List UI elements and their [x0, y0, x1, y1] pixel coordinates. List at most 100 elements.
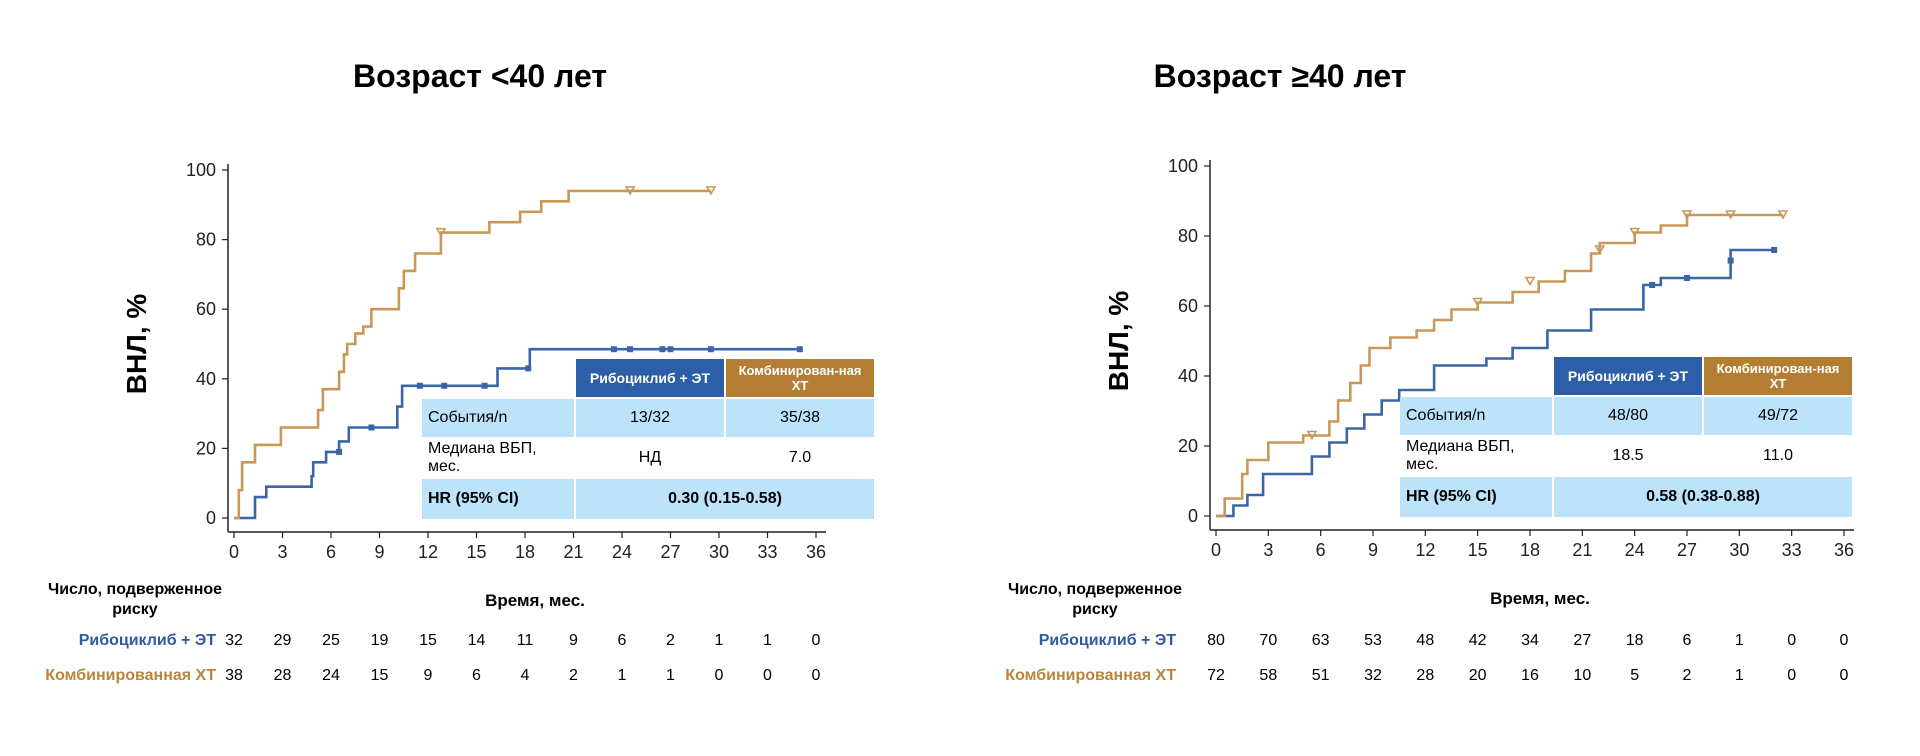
x-tick-label: 0 [229, 542, 239, 562]
x-tick-label: 24 [612, 542, 632, 562]
at-risk-value-ribo: 42 [1468, 632, 1487, 649]
censor-mark [707, 346, 714, 353]
x-tick-label: 27 [660, 542, 680, 562]
at-risk-value-combo: 0 [1839, 667, 1849, 684]
at-risk-value-combo: 5 [1630, 667, 1640, 684]
series-line-ribociclib [234, 347, 800, 520]
censor-mark [1629, 227, 1641, 238]
at-risk-value-combo: 38 [225, 667, 243, 684]
x-tick-label: 15 [1468, 540, 1488, 560]
panel-age-under-40: Возраст <40 лет 0 20 40 60 80 100 0 3 6 9 12 15 18 21… [45, 58, 876, 684]
at-risk-value-ribo: 27 [1573, 632, 1592, 649]
at-risk-value-ribo: 14 [467, 632, 486, 649]
at-risk-value-ribo: 0 [811, 632, 821, 649]
y-axis-label: ВНЛ, % [1103, 291, 1134, 392]
x-tick-label: 6 [326, 542, 336, 562]
y-tick-label: 20 [1178, 436, 1198, 456]
summary-table: Рибоциклиб + ЭТ Комбинирован-ная ХТ Собы… [420, 357, 876, 521]
censor-mark [624, 186, 636, 196]
at-risk-label-combo: Комбинированная ХТ [1005, 667, 1176, 684]
events-combo: 35/38 [726, 399, 874, 437]
at-risk-value-combo: 4 [520, 667, 530, 684]
y-tick-label: 100 [1168, 156, 1198, 176]
at-risk-header: Число, подверженное риску [1007, 581, 1183, 618]
median-combo: 7.0 [726, 439, 874, 477]
events-ribo: 48/80 [1554, 397, 1702, 435]
row-label-events: События/n [422, 399, 574, 437]
at-risk-value-ribo: 11 [516, 632, 534, 649]
censor-mark [1725, 210, 1736, 220]
y-tick-label: 20 [196, 438, 216, 458]
median-ribo: НД [576, 439, 724, 477]
at-risk-value-combo: 28 [1416, 667, 1435, 684]
censor-mark [1524, 276, 1536, 287]
x-tick-label: 33 [757, 542, 777, 562]
at-risk-value-combo: 72 [1207, 667, 1225, 684]
at-risk-value-combo: 2 [569, 667, 578, 684]
x-tick-label: 3 [1263, 540, 1273, 560]
at-risk-value-ribo: 34 [1521, 632, 1539, 649]
x-axis-label: Время, мес. [1490, 589, 1590, 608]
hr-value: 0.58 (0.38-0.88) [1554, 477, 1852, 517]
censor-mark [525, 365, 532, 372]
at-risk-value-combo: 6 [472, 667, 481, 684]
x-tick-label: 12 [418, 542, 438, 562]
at-risk-value-combo: 0 [811, 667, 821, 684]
col-header-combo: Комбинирован-ная ХТ [726, 359, 874, 397]
censor-mark [416, 382, 423, 389]
censor-mark [796, 346, 803, 353]
x-tick-label: 30 [1729, 540, 1749, 560]
row-label-hr: HR (95% CI) [422, 479, 574, 519]
x-tick-label: 18 [515, 542, 535, 562]
summary-table: Рибоциклиб + ЭТ Комбинирован-ная ХТ Собы… [1398, 355, 1854, 519]
series-line-ribociclib [1216, 248, 1775, 518]
at-risk-value-ribo: 9 [569, 632, 578, 649]
at-risk-value-ribo: 25 [322, 632, 340, 649]
at-risk-value-ribo: 6 [1682, 632, 1692, 649]
x-tick-label: 21 [1572, 540, 1592, 560]
x-tick-label: 9 [374, 542, 384, 562]
censor-mark [667, 346, 674, 353]
at-risk-value-ribo: 18 [1625, 632, 1644, 649]
y-tick-label: 80 [196, 230, 216, 250]
x-tick-label: 36 [806, 542, 826, 562]
at-risk-value-combo: 16 [1521, 667, 1539, 684]
y-tick-label: 40 [196, 369, 216, 389]
censor-mark [1306, 430, 1318, 441]
at-risk-value-combo: 0 [714, 667, 724, 684]
at-risk-value-combo: 1 [666, 667, 675, 684]
events-ribo: 13/32 [576, 399, 724, 437]
x-tick-label: 9 [1368, 540, 1378, 560]
at-risk-value-combo: 0 [763, 667, 772, 684]
censor-mark [368, 424, 375, 431]
row-label-events: События/n [1400, 397, 1552, 435]
col-header-combo: Комбинирован-ная ХТ [1704, 357, 1852, 395]
at-risk-label-ribo: Рибоциклиб + ЭТ [78, 632, 216, 649]
y-tick-label: 60 [196, 299, 216, 319]
x-tick-label: 3 [277, 542, 287, 562]
hr-value: 0.30 (0.15-0.58) [576, 479, 874, 519]
y-tick-label: 80 [1178, 226, 1198, 246]
at-risk-value-combo: 32 [1364, 667, 1382, 684]
at-risk-value-combo: 28 [273, 667, 292, 684]
x-tick-label: 0 [1211, 540, 1221, 560]
median-combo: 11.0 [1704, 437, 1852, 475]
at-risk-value-combo: 15 [370, 667, 389, 684]
row-label-median: Медиана ВБП, мес. [1400, 437, 1552, 475]
panel-title: Возраст <40 лет [353, 58, 607, 94]
censor-mark [441, 382, 448, 389]
at-risk-value-ribo: 80 [1207, 632, 1225, 649]
censor-mark [1777, 210, 1789, 220]
at-risk-value-ribo: 70 [1259, 632, 1278, 649]
at-risk-label-combo: Комбинированная ХТ [45, 667, 216, 684]
col-header-ribo: Рибоциклиб + ЭТ [1554, 357, 1702, 395]
at-risk-value-ribo: 32 [225, 632, 243, 649]
x-tick-label: 24 [1625, 540, 1645, 560]
censor-mark [1681, 210, 1693, 220]
panel-age-40-plus: Возраст ≥40 лет 0 20 40 60 80 100 0 3 6 9 12 15 18 21… [960, 0, 1920, 756]
at-risk-value-combo: 24 [322, 667, 340, 684]
at-risk-label-ribo: Рибоциклиб + ЭТ [1038, 632, 1176, 649]
at-risk-value-combo: 51 [1311, 667, 1330, 684]
at-risk-value-combo: 9 [423, 667, 433, 684]
